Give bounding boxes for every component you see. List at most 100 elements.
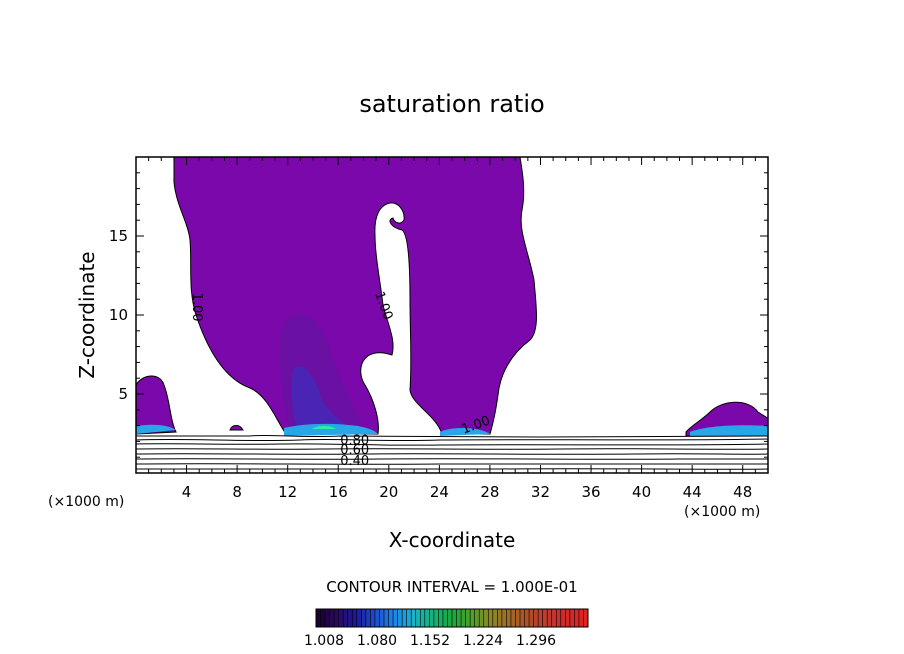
contour-label: 0.80 <box>340 434 369 449</box>
near-surface-band-right <box>690 425 768 436</box>
colorbar-cell <box>415 609 421 627</box>
colorbar-cell <box>316 609 322 627</box>
colorbar-cell <box>565 609 571 627</box>
supersaturated-region-main <box>173 157 537 435</box>
colorbar-cell <box>388 609 394 627</box>
colorbar-cell <box>320 609 326 627</box>
colorbar <box>315 608 589 628</box>
colorbar-cell <box>329 609 335 627</box>
colorbar-cell <box>515 609 521 627</box>
colorbar-cell <box>420 609 426 627</box>
x-tick-label: 16 <box>329 483 348 501</box>
core-band-blue <box>291 366 352 432</box>
colorbar-cell <box>583 609 589 627</box>
contour-label: 0.40 <box>340 454 369 469</box>
colorbar-cell <box>492 609 498 627</box>
colorbar-tick-label: 1.224 <box>463 633 503 649</box>
colorbar-cell <box>384 609 390 627</box>
colorbar-cell <box>343 609 349 627</box>
colorbar-frame <box>315 608 589 628</box>
colorbar-cell <box>402 609 408 627</box>
colorbar-cell <box>433 609 439 627</box>
colorbar-cell <box>470 609 476 627</box>
x-unit-left: (×1000 m) <box>48 494 124 510</box>
colorbar-cell <box>474 609 480 627</box>
colorbar-cell <box>578 609 584 627</box>
y-tick-label: 15 <box>109 227 128 245</box>
colorbar-cell <box>501 609 507 627</box>
colorbar-cell <box>334 609 340 627</box>
colorbar-cell <box>442 609 448 627</box>
colorbar-cell <box>488 609 494 627</box>
supersaturated-region-left <box>136 375 177 435</box>
near-surface-band-mid <box>440 428 490 436</box>
colorbar-cell <box>506 609 512 627</box>
colorbar-cell <box>370 609 376 627</box>
chart-title: saturation ratio <box>359 90 544 118</box>
colorbar-tick-label: 1.008 <box>304 633 344 649</box>
x-tick-label: 24 <box>430 483 449 501</box>
x-tick-label: 40 <box>632 483 651 501</box>
colorbar-cell <box>447 609 453 627</box>
colorbar-cell <box>361 609 367 627</box>
colorbar-cell <box>393 609 399 627</box>
colorbar-cell <box>379 609 385 627</box>
colorbar-cell <box>461 609 467 627</box>
colorbar-tick-label: 1.296 <box>516 633 556 649</box>
contour-interval-text: CONTOUR INTERVAL = 1.000E-01 <box>326 578 577 596</box>
colorbar-cell <box>347 609 353 627</box>
near-surface-band-left <box>136 424 176 434</box>
plot-area: 1.00 1.001.000.800.600.40 <box>136 157 768 470</box>
x-tick-label: 12 <box>278 483 297 501</box>
colorbar-cell <box>497 609 503 627</box>
x-axis-label: X-coordinate <box>389 528 516 552</box>
colorbar-cell <box>542 609 548 627</box>
x-tick-label: 20 <box>379 483 398 501</box>
peak-core <box>312 426 336 429</box>
colorbar-cell <box>338 609 344 627</box>
x-tick-label: 8 <box>232 483 242 501</box>
x-tick-label: 4 <box>182 483 192 501</box>
colorbar-cell <box>411 609 417 627</box>
colorbar-cell <box>569 609 575 627</box>
colorbar-cell <box>325 609 331 627</box>
colorbar-tick-label: 1.080 <box>357 633 397 649</box>
colorbar-cell <box>352 609 358 627</box>
colorbar-cell <box>429 609 435 627</box>
x-tick-label: 48 <box>733 483 752 501</box>
colorbar-cell <box>574 609 580 627</box>
colorbar-cell <box>438 609 444 627</box>
colorbar-cell <box>456 609 462 627</box>
colorbar-tick-label: 1.152 <box>410 633 450 649</box>
surface-contour-lines <box>136 434 768 470</box>
colorbar-cell <box>483 609 489 627</box>
supersaturated-region-small <box>229 425 244 431</box>
y-tick-label: 5 <box>118 385 128 403</box>
near-surface-band-main <box>284 423 378 436</box>
colorbar-cell <box>424 609 430 627</box>
colorbar-cell <box>520 609 526 627</box>
x-tick-label: 36 <box>581 483 600 501</box>
y-tick-label: 10 <box>109 306 128 324</box>
colorbar-cell <box>510 609 516 627</box>
colorbar-cell <box>533 609 539 627</box>
colorbar-cell <box>560 609 566 627</box>
colorbar-cell <box>397 609 403 627</box>
colorbar-cell <box>538 609 544 627</box>
axis-ticks <box>136 157 768 473</box>
colorbar-cell <box>365 609 371 627</box>
colorbar-cell <box>547 609 553 627</box>
colorbar-cell <box>551 609 557 627</box>
colorbar-cell <box>406 609 412 627</box>
contour-label: 1.00 <box>189 293 204 322</box>
contour-label: 0.60 <box>340 443 369 458</box>
x-tick-label: 32 <box>531 483 550 501</box>
colorbar-cell <box>374 609 380 627</box>
y-axis-label: Z-coordinate <box>75 251 99 378</box>
colorbar-cell <box>479 609 485 627</box>
x-tick-label: 28 <box>480 483 499 501</box>
x-unit-right: (×1000 m) <box>684 504 760 520</box>
colorbar-cell <box>556 609 562 627</box>
colorbar-cell <box>465 609 471 627</box>
colorbar-cell <box>524 609 530 627</box>
